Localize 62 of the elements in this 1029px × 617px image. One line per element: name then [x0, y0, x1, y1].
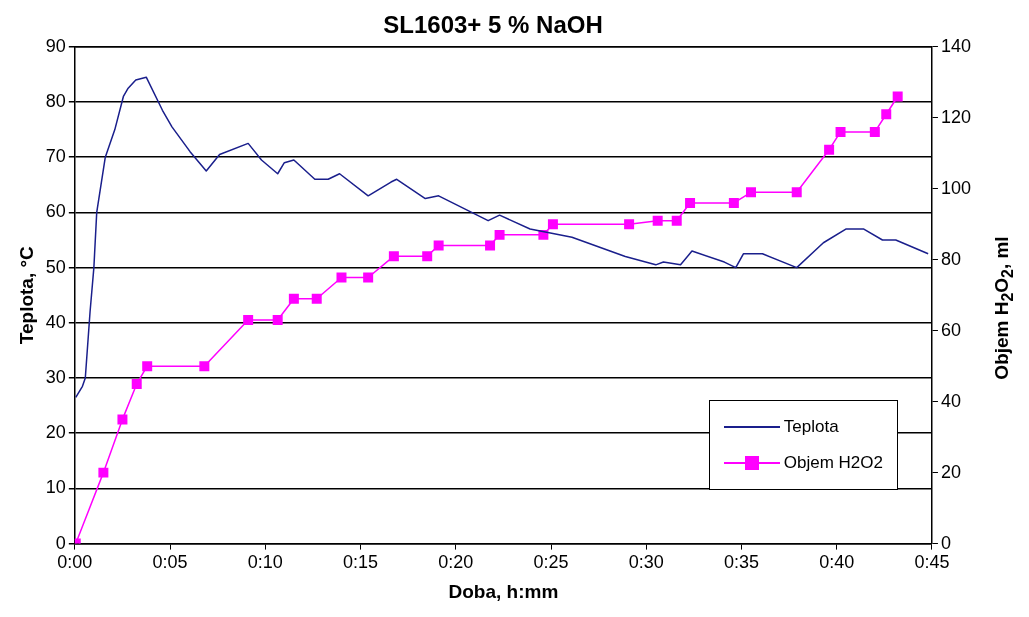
point — [652, 215, 663, 226]
point — [98, 467, 109, 478]
point — [311, 293, 322, 304]
point — [272, 315, 283, 326]
y-tick-label: 80 — [45, 90, 66, 111]
point — [869, 126, 880, 137]
point — [199, 361, 210, 372]
x-tick-label: 0:35 — [723, 552, 760, 573]
y-tick-label: 20 — [45, 422, 66, 443]
x-tick-label: 0:25 — [533, 552, 569, 573]
point — [624, 219, 635, 230]
point — [422, 251, 433, 262]
x-tick-label: 0:15 — [343, 552, 379, 573]
x-tick-label: 0:10 — [247, 552, 283, 573]
point — [728, 197, 739, 208]
y2-tick-label: 140 — [940, 35, 972, 56]
point — [131, 378, 142, 389]
point — [746, 187, 757, 198]
y-tick-label: 40 — [45, 311, 66, 332]
point — [892, 91, 903, 102]
y-tick-label: 70 — [45, 146, 66, 167]
point — [142, 361, 153, 372]
x-axis-title: Doba, h:mm — [448, 580, 559, 602]
x-tick-label: 0:05 — [152, 552, 188, 573]
point — [288, 293, 299, 304]
y2-tick-label: 0 — [940, 532, 951, 553]
point — [494, 229, 505, 240]
y-tick-label: 10 — [45, 477, 66, 498]
y2-tick-label: 20 — [940, 461, 961, 482]
y-tick-label: 0 — [55, 532, 66, 553]
point — [363, 272, 374, 283]
legend-label: Objem H2O2 — [783, 453, 883, 473]
y-axis-title: Teplota, °C — [15, 245, 37, 345]
x-tick-label: 0:45 — [914, 552, 950, 573]
point — [485, 240, 496, 251]
point — [835, 126, 846, 137]
y2-tick-label: 40 — [940, 390, 961, 411]
legend-label: Teplota — [783, 417, 839, 437]
y2-tick-label: 120 — [940, 106, 972, 127]
x-tick-label: 0:40 — [819, 552, 855, 573]
x-tick-label: 0:20 — [438, 552, 474, 573]
point — [547, 219, 558, 230]
chart-title: SL1603+ 5 % NaOH — [383, 11, 603, 39]
point — [881, 109, 892, 120]
point — [671, 215, 682, 226]
point — [824, 144, 835, 155]
y2-tick-label: 60 — [940, 319, 961, 340]
y2-tick-label: 80 — [940, 248, 961, 269]
y-tick-label: 60 — [45, 201, 66, 222]
y-tick-label: 90 — [45, 35, 66, 56]
point — [336, 272, 347, 283]
point — [791, 187, 802, 198]
point — [388, 251, 399, 262]
point — [117, 414, 128, 425]
y2-tick-label: 100 — [940, 177, 972, 198]
point — [243, 315, 254, 326]
y-tick-label: 30 — [45, 366, 66, 387]
x-tick-label: 0:00 — [57, 552, 93, 573]
y-tick-label: 50 — [45, 256, 66, 277]
point — [433, 240, 444, 251]
x-tick-label: 0:30 — [628, 552, 664, 573]
point — [685, 197, 696, 208]
